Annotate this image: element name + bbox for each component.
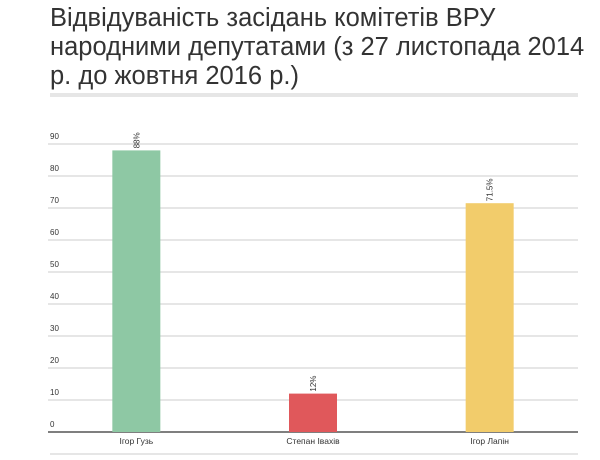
y-tick-label: 80 (50, 164, 59, 173)
x-axis-categories: Ігор Гузь Степан Івахів Ігор Лапін (119, 436, 509, 446)
y-tick-label: 20 (50, 356, 59, 365)
y-tick-label: 30 (50, 324, 59, 333)
x-category-label: Степан Івахів (286, 436, 340, 446)
bars (112, 150, 514, 432)
bar (112, 150, 161, 432)
y-tick-label: 90 (50, 132, 59, 141)
bar-value-label: 12% (309, 376, 318, 392)
title-divider (50, 93, 578, 97)
y-tick-label: 50 (50, 260, 59, 269)
bar (289, 393, 337, 432)
y-tick-label: 10 (50, 388, 59, 397)
chart-title: Відвідуваність засідань комітетів ВРУ на… (50, 4, 585, 90)
x-category-label: Ігор Лапін (470, 436, 509, 446)
y-axis-ticks: 0 10 20 30 40 50 60 70 80 90 (50, 132, 59, 429)
bar-value-label: 88% (132, 132, 141, 148)
y-tick-label: 40 (50, 292, 59, 301)
value-labels: 88% 12% 71.5% (132, 132, 494, 391)
y-tick-label: 70 (50, 196, 59, 205)
y-tick-label: 60 (50, 228, 59, 237)
bottom-divider (50, 453, 578, 455)
x-category-label: Ігор Гузь (119, 436, 153, 446)
bar-value-label: 71.5% (486, 179, 495, 202)
bar (465, 203, 514, 432)
y-tick-label: 0 (50, 420, 55, 429)
